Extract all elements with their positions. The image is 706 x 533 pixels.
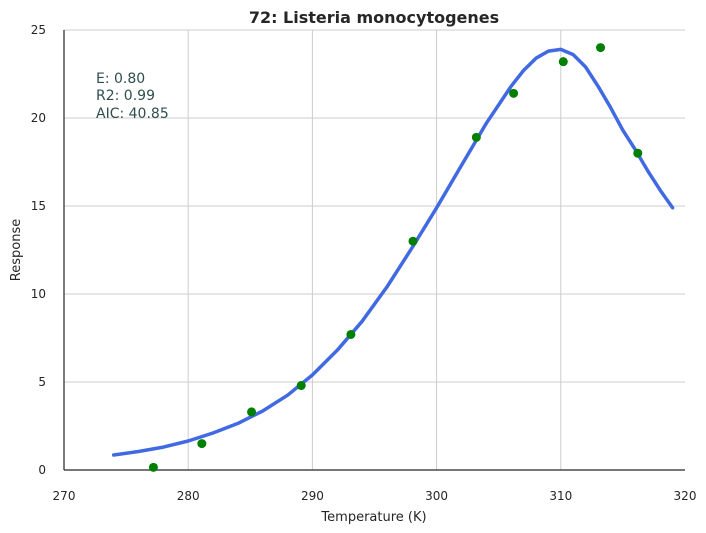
annotation-r2: R2: 0.99 bbox=[96, 88, 155, 104]
annotation-aic: AIC: 40.85 bbox=[96, 106, 169, 122]
data-point bbox=[148, 462, 158, 472]
x-tick-label: 310 bbox=[549, 489, 572, 503]
data-point bbox=[471, 132, 481, 142]
data-point bbox=[346, 329, 356, 339]
axes bbox=[63, 30, 685, 471]
grid bbox=[64, 29, 685, 470]
y-tick-label: 10 bbox=[31, 287, 46, 301]
y-tick-label: 5 bbox=[38, 375, 46, 389]
fit-curve bbox=[111, 47, 675, 457]
data-point bbox=[558, 57, 568, 67]
y-axis-label: Response bbox=[9, 219, 24, 281]
data-point bbox=[596, 43, 606, 53]
x-axis-label: Temperature (K) bbox=[320, 510, 426, 525]
x-tick-label: 280 bbox=[177, 489, 200, 503]
plot-background bbox=[64, 30, 685, 470]
data-point bbox=[408, 236, 418, 246]
data-point bbox=[247, 407, 257, 417]
data-point bbox=[296, 381, 306, 391]
data-point bbox=[509, 88, 519, 98]
data-points bbox=[148, 43, 643, 472]
x-tick-label: 300 bbox=[425, 489, 448, 503]
y-tick-label: 0 bbox=[38, 463, 46, 477]
chart-title: 72: Listeria monocytogenes bbox=[249, 8, 499, 27]
y-tick-label: 20 bbox=[31, 111, 46, 125]
x-tick-label: 320 bbox=[674, 489, 697, 503]
x-tick-label: 290 bbox=[301, 489, 324, 503]
x-tick-label: 270 bbox=[53, 489, 76, 503]
tick-labels: 270 280 290 300 310 320 0 5 10 15 20 25 bbox=[31, 23, 697, 503]
annotation-e: E: 0.80 bbox=[96, 71, 145, 87]
data-point bbox=[197, 439, 207, 449]
fit-curve-group bbox=[111, 47, 675, 457]
y-tick-label: 25 bbox=[31, 23, 46, 37]
data-point bbox=[633, 148, 643, 158]
y-tick-label: 15 bbox=[31, 199, 46, 213]
